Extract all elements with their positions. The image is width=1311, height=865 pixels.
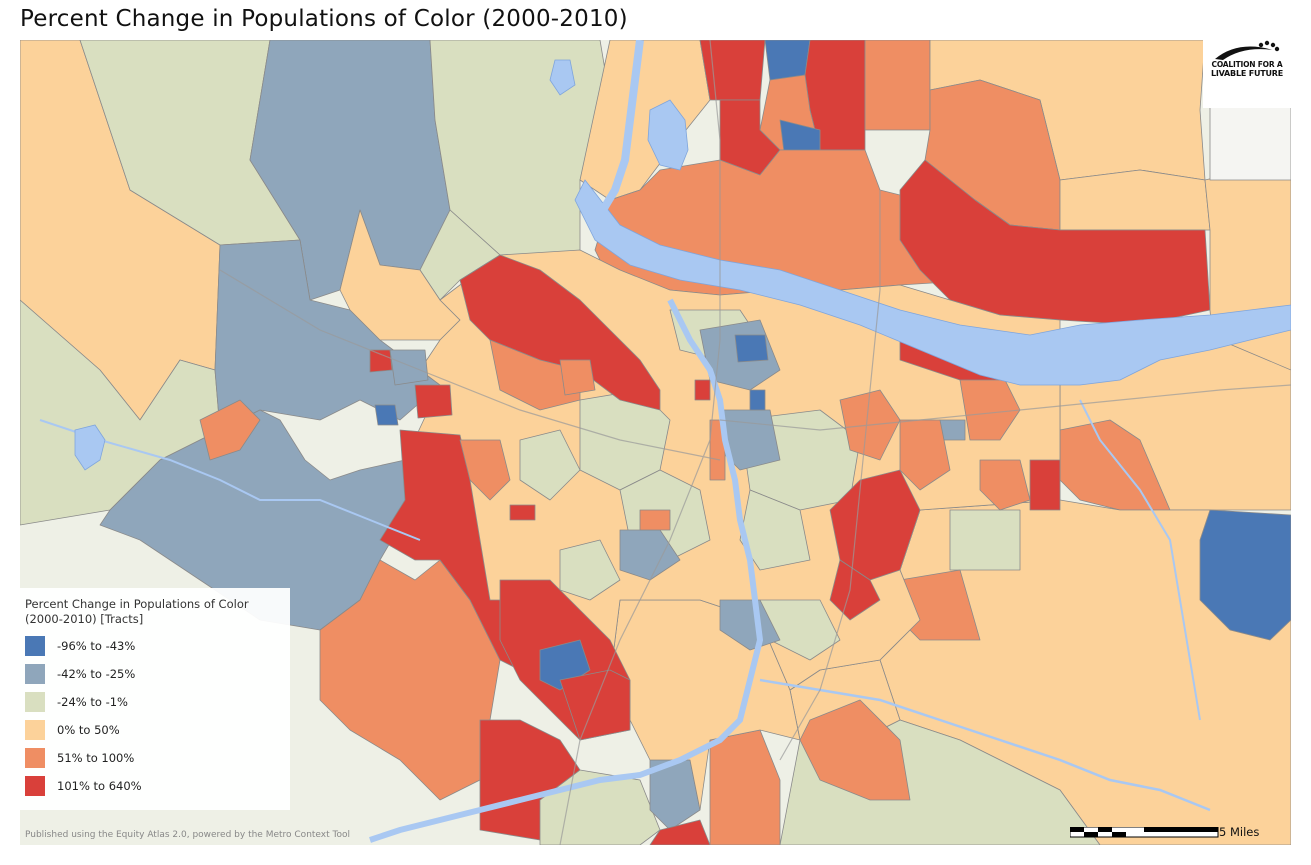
tract-east-orange-4[interactable]: [979, 459, 1031, 511]
tract-nw-red-3[interactable]: [414, 384, 453, 419]
tract-south-orange[interactable]: [799, 699, 911, 801]
map-title: Percent Change in Populations of Color (…: [20, 6, 628, 32]
scale-label: 5 Miles: [1219, 825, 1260, 839]
highways: [219, 40, 1291, 845]
columbia-upper: [596, 40, 644, 218]
choropleth-map[interactable]: [20, 40, 1291, 845]
tract-gresham-red-2[interactable]: [829, 559, 881, 621]
legend-label-5: 51% to 100%: [57, 751, 135, 765]
legend-swatch-2: [25, 664, 45, 684]
highway-26: [219, 269, 721, 461]
columbia-river: [574, 179, 1291, 386]
legend-swatch-1: [25, 636, 45, 656]
lake-2: [549, 59, 576, 96]
tract-south-red-2[interactable]: [649, 819, 711, 845]
tract-west-red-small[interactable]: [509, 504, 536, 521]
tract-clark-peach-3[interactable]: [1059, 169, 1211, 231]
tract-west-orange-2[interactable]: [199, 399, 261, 461]
map-legend: Percent Change in Populations of Color (…: [20, 588, 290, 810]
urban-core-tracts: [199, 249, 1061, 741]
tract-core-red-small[interactable]: [694, 379, 711, 401]
tract-gresham-red[interactable]: [829, 469, 921, 581]
tract-core-blue-1[interactable]: [734, 334, 769, 363]
legend-swatch-3: [25, 692, 45, 712]
tract-core-orange-1[interactable]: [559, 359, 596, 396]
tract-clark-orange-1[interactable]: [864, 40, 931, 131]
legend-label-3: -24% to -1%: [57, 695, 128, 709]
tract-clark-blue[interactable]: [764, 40, 811, 81]
legend-label-6: 101% to 640%: [57, 779, 142, 793]
highway-i5: [559, 40, 721, 845]
tract-east-red-3[interactable]: [1029, 459, 1061, 511]
map-canvas[interactable]: COALITION FOR A LIVABLE FUTURE Percent C…: [20, 40, 1291, 845]
coalition-logo: COALITION FOR A LIVABLE FUTURE: [1203, 40, 1291, 108]
clackamas-river: [759, 678, 1211, 812]
tract-nw-orange-1[interactable]: [489, 339, 581, 411]
logo-road-icon: [1215, 40, 1280, 60]
highway-i205: [779, 190, 881, 761]
attribution-text: Published using the Equity Atlas 2.0, po…: [25, 830, 351, 840]
tract-west-orange-1[interactable]: [459, 439, 511, 501]
legend-swatch-4: [25, 720, 45, 740]
tract-east-orange-2[interactable]: [899, 419, 951, 491]
tract-core-orange-3[interactable]: [639, 509, 671, 531]
legend-label-4: 0% to 50%: [57, 723, 120, 737]
legend-swatch-5: [25, 748, 45, 768]
legend-label-1: -96% to -43%: [57, 639, 136, 653]
sandy-river: [1079, 399, 1201, 721]
legend-label-2: -42% to -25%: [57, 667, 136, 681]
logo-line-2: LIVABLE FUTURE: [1210, 69, 1284, 78]
tract-tigard-red-2[interactable]: [559, 669, 631, 741]
legend-swatch-6: [25, 776, 45, 796]
tract-nw-gray-small[interactable]: [389, 349, 429, 386]
tract-clark-red-1[interactable]: [699, 40, 766, 101]
hagg-lake: [74, 424, 106, 471]
tract-southwest-orange[interactable]: [319, 559, 501, 801]
outer-tracts: [20, 40, 1291, 845]
logo-line-1: COALITION FOR A: [1211, 60, 1283, 69]
tract-core-green-6[interactable]: [559, 539, 621, 601]
tract-core-blue-2[interactable]: [749, 389, 766, 411]
tract-core-green-5[interactable]: [519, 429, 581, 501]
tualatin-river: [39, 419, 421, 541]
tract-nw-red-2[interactable]: [369, 349, 393, 373]
lake: [647, 99, 689, 171]
highway-i84: [719, 384, 1291, 431]
tract-nw-blue[interactable]: [374, 404, 399, 426]
scale-bar: [1070, 827, 1219, 838]
tract-southeast-green[interactable]: [949, 509, 1021, 571]
legend-title: Percent Change in Populations of Color (…: [25, 597, 249, 626]
